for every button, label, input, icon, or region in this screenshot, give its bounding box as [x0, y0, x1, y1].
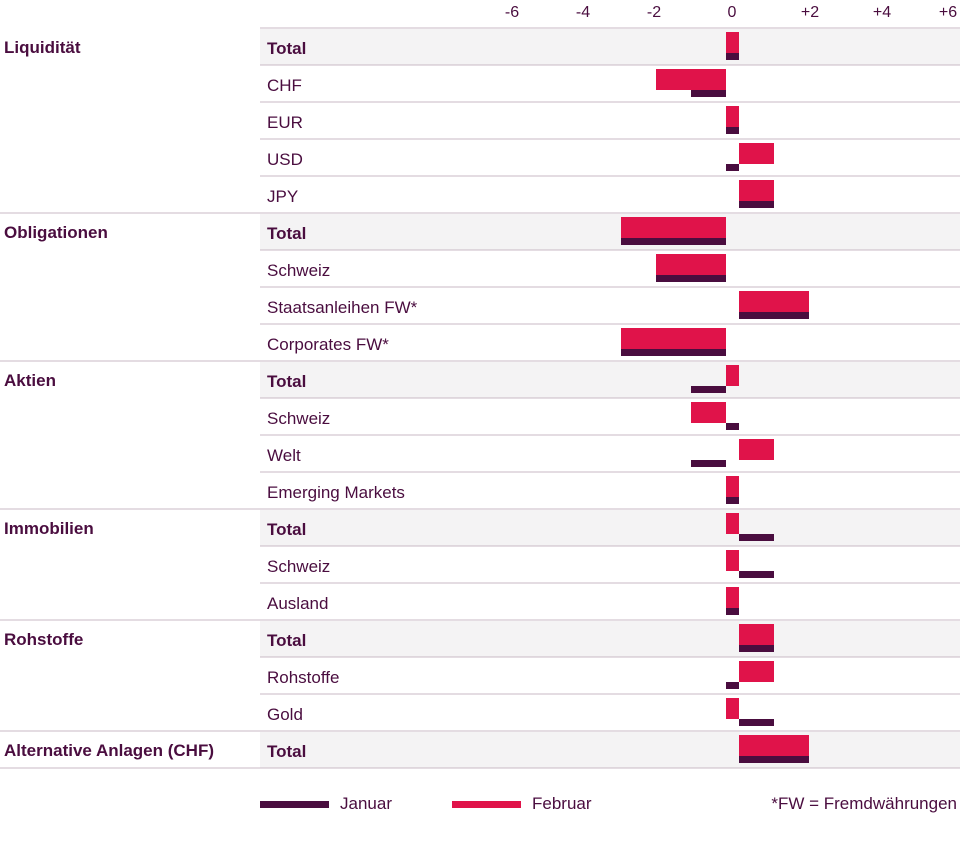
row-label: Schweiz	[267, 409, 330, 428]
group-label: Immobilien	[4, 519, 94, 538]
row-label: Staatsanleihen FW*	[267, 298, 418, 317]
bar-februar	[656, 254, 726, 275]
bar-januar	[691, 90, 726, 97]
row-label: Rohstoffe	[267, 668, 339, 687]
x-tick-label: -6	[505, 4, 519, 21]
row-label: Total	[267, 39, 306, 58]
bar-januar	[739, 534, 774, 541]
bar-januar	[726, 497, 739, 504]
bar-januar	[726, 53, 739, 60]
x-tick-label: +4	[873, 4, 891, 21]
row-labels: Total CHF EUR USD JPY Total Schweiz Staatsanlei…	[267, 39, 418, 761]
bar-februar	[739, 661, 774, 682]
row-label: Emerging Markets	[267, 483, 405, 502]
bar-februar	[726, 32, 739, 53]
group-label: Aktien	[4, 371, 56, 390]
row-shading	[260, 29, 960, 768]
bar-januar	[739, 201, 774, 208]
bar-februar	[691, 402, 726, 423]
bar-februar	[621, 328, 726, 349]
bar-februar	[656, 69, 726, 90]
legend-label-januar: Januar	[340, 794, 392, 813]
row-label: Gold	[267, 705, 303, 724]
bar-februar	[726, 550, 739, 571]
row-label: Corporates FW*	[267, 335, 389, 354]
bar-januar	[656, 275, 726, 282]
row-label: Welt	[267, 446, 301, 465]
x-tick-label: +2	[801, 4, 819, 21]
row-label: Schweiz	[267, 557, 330, 576]
row-label: EUR	[267, 113, 303, 132]
row-label: Total	[267, 520, 306, 539]
bar-februar	[726, 365, 739, 386]
row-label: Schweiz	[267, 261, 330, 280]
bar-februar	[739, 180, 774, 201]
bar-januar	[621, 238, 726, 245]
bar-januar	[726, 608, 739, 615]
row-label: Total	[267, 224, 306, 243]
row-label: Total	[267, 742, 306, 761]
bar-januar	[726, 164, 739, 171]
row-label: Total	[267, 631, 306, 650]
row-label: Ausland	[267, 594, 328, 613]
bar-februar	[739, 439, 774, 460]
x-tick-label: -4	[576, 4, 590, 21]
bar-januar	[691, 460, 726, 467]
group-label: Liquidität	[4, 38, 81, 57]
bar-januar	[691, 386, 726, 393]
row-label: USD	[267, 150, 303, 169]
row-label: Total	[267, 372, 306, 391]
footnote: *FW = Fremdwährungen	[771, 794, 957, 813]
group-label: Alternative Anlagen (CHF)	[4, 741, 214, 760]
legend: Januar Februar *FW = Fremdwährungen	[260, 794, 957, 813]
x-tick-label: +6	[939, 4, 957, 21]
row-label: CHF	[267, 76, 302, 95]
bar-februar	[739, 291, 809, 312]
legend-swatch-februar	[452, 801, 521, 808]
bar-februar	[739, 735, 809, 756]
bar-februar	[726, 476, 739, 497]
bar-februar	[739, 624, 774, 645]
legend-label-februar: Februar	[532, 794, 592, 813]
row-separators	[0, 27, 960, 769]
bar-januar	[739, 756, 809, 763]
total-row-shade	[260, 510, 960, 546]
bar-januar	[739, 645, 774, 652]
total-row-shade	[260, 621, 960, 657]
bar-februar	[621, 217, 726, 238]
bar-februar	[726, 698, 739, 719]
bar-januar	[726, 682, 739, 689]
group-label: Obligationen	[4, 223, 108, 242]
bar-februar	[726, 106, 739, 127]
bar-februar	[726, 513, 739, 534]
bar-januar	[621, 349, 726, 356]
total-row-shade	[260, 732, 960, 768]
bar-januar	[739, 719, 774, 726]
bars	[621, 32, 809, 763]
bar-januar	[726, 127, 739, 134]
x-tick-label: -2	[647, 4, 661, 21]
bar-januar	[739, 312, 809, 319]
group-label: Rohstoffe	[4, 630, 83, 649]
bar-februar	[726, 587, 739, 608]
group-labels: Liquidität Obligationen Aktien Immobilien Ro…	[4, 38, 214, 760]
row-label: JPY	[267, 187, 298, 206]
total-row-shade	[260, 29, 960, 65]
x-tick-label: 0	[728, 4, 737, 21]
bar-januar	[726, 423, 739, 430]
total-row-shade	[260, 214, 960, 250]
legend-swatch-januar	[260, 801, 329, 808]
bar-februar	[739, 143, 774, 164]
x-axis-ticks: -6 -4 -2 0 +2 +4 +6	[505, 4, 957, 21]
total-row-shade	[260, 362, 960, 398]
bar-januar	[739, 571, 774, 578]
